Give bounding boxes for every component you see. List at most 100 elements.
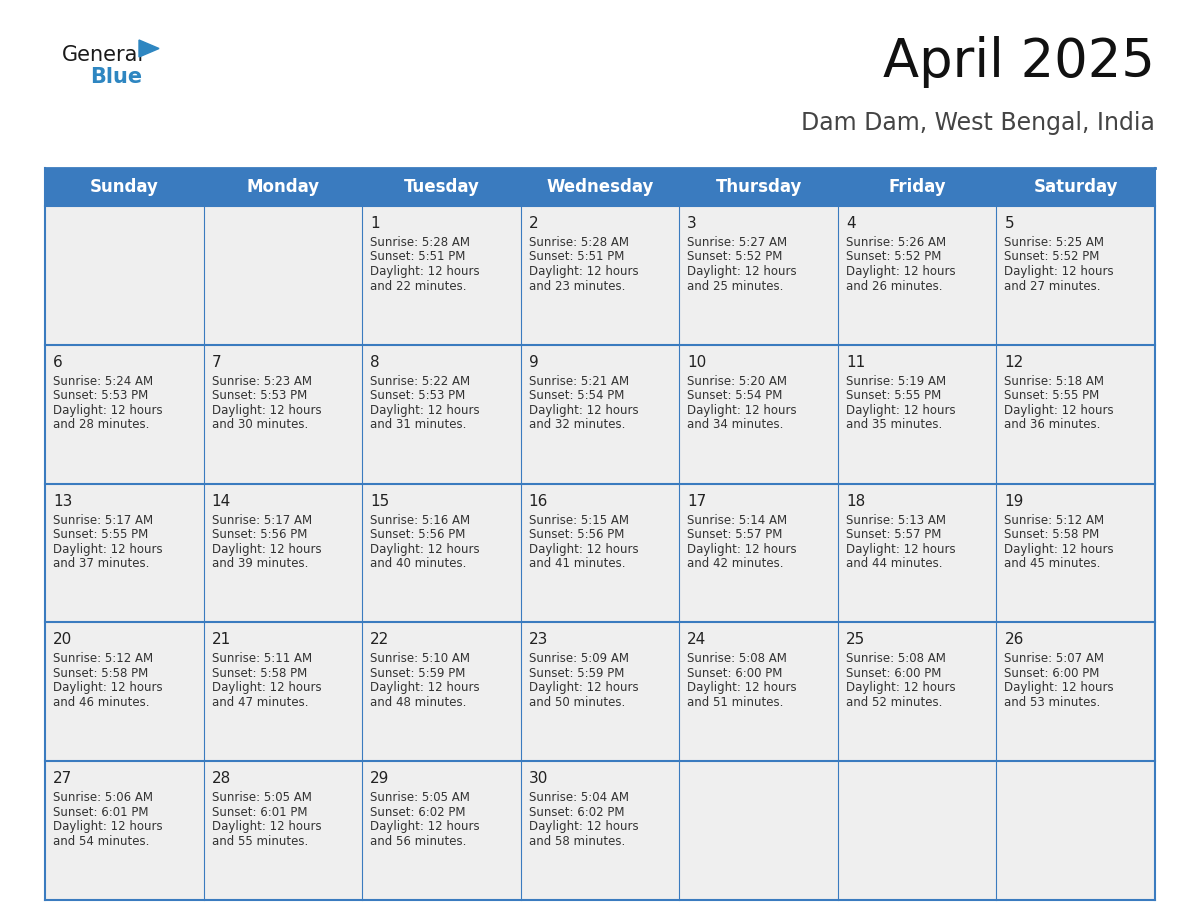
- Bar: [520, 206, 680, 345]
- Text: Daylight: 12 hours: Daylight: 12 hours: [53, 543, 163, 555]
- Bar: [203, 168, 362, 206]
- Text: Sunset: 6:00 PM: Sunset: 6:00 PM: [688, 666, 783, 680]
- Text: Sunrise: 5:08 AM: Sunrise: 5:08 AM: [688, 653, 788, 666]
- Text: Sunset: 5:51 PM: Sunset: 5:51 PM: [371, 251, 466, 263]
- Text: 11: 11: [846, 354, 865, 370]
- Text: Dam Dam, West Bengal, India: Dam Dam, West Bengal, India: [801, 111, 1155, 135]
- Text: Daylight: 12 hours: Daylight: 12 hours: [846, 404, 955, 417]
- Text: and 28 minutes.: and 28 minutes.: [53, 419, 150, 431]
- Text: and 53 minutes.: and 53 minutes.: [1004, 696, 1100, 709]
- Text: Sunset: 5:58 PM: Sunset: 5:58 PM: [53, 666, 148, 680]
- Text: Daylight: 12 hours: Daylight: 12 hours: [1004, 265, 1114, 278]
- Text: 27: 27: [53, 771, 72, 786]
- Text: 30: 30: [529, 771, 548, 786]
- Text: 15: 15: [371, 494, 390, 509]
- Text: and 52 minutes.: and 52 minutes.: [846, 696, 942, 709]
- Bar: [520, 761, 680, 900]
- Text: and 48 minutes.: and 48 minutes.: [371, 696, 467, 709]
- Bar: [362, 206, 520, 345]
- Bar: [45, 206, 203, 345]
- Text: 19: 19: [1004, 494, 1024, 509]
- Bar: [997, 484, 1155, 622]
- Text: 9: 9: [529, 354, 538, 370]
- Text: 4: 4: [846, 216, 855, 231]
- Text: Sunrise: 5:16 AM: Sunrise: 5:16 AM: [371, 513, 470, 527]
- Text: Daylight: 12 hours: Daylight: 12 hours: [846, 543, 955, 555]
- Text: Sunset: 5:52 PM: Sunset: 5:52 PM: [688, 251, 783, 263]
- Text: Daylight: 12 hours: Daylight: 12 hours: [371, 543, 480, 555]
- Text: 12: 12: [1004, 354, 1024, 370]
- Text: Sunset: 5:59 PM: Sunset: 5:59 PM: [371, 666, 466, 680]
- Bar: [203, 761, 362, 900]
- Text: Sunrise: 5:17 AM: Sunrise: 5:17 AM: [53, 513, 153, 527]
- Text: and 42 minutes.: and 42 minutes.: [688, 557, 784, 570]
- Text: Sunrise: 5:27 AM: Sunrise: 5:27 AM: [688, 236, 788, 249]
- Text: Daylight: 12 hours: Daylight: 12 hours: [688, 543, 797, 555]
- Text: 25: 25: [846, 633, 865, 647]
- Bar: [838, 761, 997, 900]
- Text: 29: 29: [371, 771, 390, 786]
- Text: Daylight: 12 hours: Daylight: 12 hours: [529, 543, 638, 555]
- Text: and 55 minutes.: and 55 minutes.: [211, 834, 308, 847]
- Text: and 39 minutes.: and 39 minutes.: [211, 557, 308, 570]
- Text: and 50 minutes.: and 50 minutes.: [529, 696, 625, 709]
- Text: 22: 22: [371, 633, 390, 647]
- Bar: [362, 345, 520, 484]
- Text: and 45 minutes.: and 45 minutes.: [1004, 557, 1101, 570]
- Text: Friday: Friday: [889, 178, 946, 196]
- Text: Daylight: 12 hours: Daylight: 12 hours: [53, 404, 163, 417]
- Text: Daylight: 12 hours: Daylight: 12 hours: [529, 265, 638, 278]
- Text: 5: 5: [1004, 216, 1015, 231]
- Bar: [997, 761, 1155, 900]
- Text: 13: 13: [53, 494, 72, 509]
- Text: and 35 minutes.: and 35 minutes.: [846, 419, 942, 431]
- Text: Sunset: 5:54 PM: Sunset: 5:54 PM: [688, 389, 783, 402]
- Text: Sunrise: 5:12 AM: Sunrise: 5:12 AM: [1004, 513, 1105, 527]
- Text: and 34 minutes.: and 34 minutes.: [688, 419, 784, 431]
- Text: Sunrise: 5:28 AM: Sunrise: 5:28 AM: [529, 236, 628, 249]
- Text: and 56 minutes.: and 56 minutes.: [371, 834, 467, 847]
- Text: Sunset: 5:56 PM: Sunset: 5:56 PM: [371, 528, 466, 541]
- Text: Sunset: 6:00 PM: Sunset: 6:00 PM: [846, 666, 941, 680]
- Bar: [45, 168, 203, 206]
- Text: Sunset: 6:02 PM: Sunset: 6:02 PM: [529, 806, 624, 819]
- Bar: [838, 345, 997, 484]
- Text: 24: 24: [688, 633, 707, 647]
- Bar: [997, 206, 1155, 345]
- Text: Monday: Monday: [246, 178, 320, 196]
- Bar: [680, 206, 838, 345]
- Text: Daylight: 12 hours: Daylight: 12 hours: [688, 404, 797, 417]
- Bar: [680, 484, 838, 622]
- Text: General: General: [62, 45, 144, 65]
- Text: and 46 minutes.: and 46 minutes.: [53, 696, 150, 709]
- Text: and 30 minutes.: and 30 minutes.: [211, 419, 308, 431]
- Text: Sunrise: 5:13 AM: Sunrise: 5:13 AM: [846, 513, 946, 527]
- Bar: [520, 168, 680, 206]
- Text: Sunrise: 5:05 AM: Sunrise: 5:05 AM: [211, 791, 311, 804]
- Bar: [45, 622, 203, 761]
- Text: Sunset: 5:54 PM: Sunset: 5:54 PM: [529, 389, 624, 402]
- Bar: [203, 622, 362, 761]
- Text: Sunset: 5:55 PM: Sunset: 5:55 PM: [846, 389, 941, 402]
- Text: 10: 10: [688, 354, 707, 370]
- Text: Sunrise: 5:04 AM: Sunrise: 5:04 AM: [529, 791, 628, 804]
- Text: Sunrise: 5:19 AM: Sunrise: 5:19 AM: [846, 375, 946, 387]
- Text: Daylight: 12 hours: Daylight: 12 hours: [529, 820, 638, 834]
- Text: and 23 minutes.: and 23 minutes.: [529, 279, 625, 293]
- Text: Sunset: 5:55 PM: Sunset: 5:55 PM: [1004, 389, 1100, 402]
- Text: 1: 1: [371, 216, 380, 231]
- Text: 20: 20: [53, 633, 72, 647]
- Bar: [680, 345, 838, 484]
- Text: Sunset: 5:53 PM: Sunset: 5:53 PM: [371, 389, 466, 402]
- Text: Wednesday: Wednesday: [546, 178, 653, 196]
- Text: Sunset: 5:58 PM: Sunset: 5:58 PM: [211, 666, 307, 680]
- Text: 23: 23: [529, 633, 548, 647]
- Bar: [680, 761, 838, 900]
- Text: Sunrise: 5:25 AM: Sunrise: 5:25 AM: [1004, 236, 1105, 249]
- Text: Thursday: Thursday: [715, 178, 802, 196]
- Text: Daylight: 12 hours: Daylight: 12 hours: [846, 265, 955, 278]
- Text: Daylight: 12 hours: Daylight: 12 hours: [53, 681, 163, 694]
- Bar: [838, 206, 997, 345]
- Text: Sunset: 5:53 PM: Sunset: 5:53 PM: [53, 389, 148, 402]
- Text: and 22 minutes.: and 22 minutes.: [371, 279, 467, 293]
